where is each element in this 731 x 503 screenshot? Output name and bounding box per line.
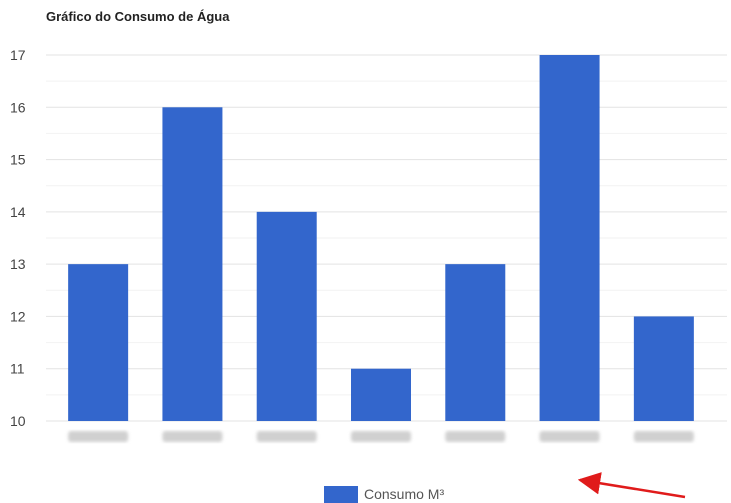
bar-3 bbox=[256, 211, 317, 421]
y-tick-label: 13 bbox=[10, 256, 26, 272]
y-tick-label: 10 bbox=[10, 413, 26, 429]
legend-swatch bbox=[324, 486, 358, 503]
y-tick-label: 14 bbox=[10, 204, 26, 220]
y-tick-label: 11 bbox=[10, 361, 25, 377]
y-tick-label: 17 bbox=[10, 47, 26, 63]
annotation-arrow bbox=[577, 472, 686, 499]
x-tick-label-blurred bbox=[68, 431, 129, 442]
x-tick-label-blurred bbox=[162, 431, 223, 442]
x-tick-label-blurred bbox=[256, 431, 317, 442]
x-tick-label-blurred bbox=[351, 431, 411, 442]
y-tick-label: 15 bbox=[10, 152, 26, 168]
bar-2 bbox=[162, 107, 223, 422]
bars bbox=[68, 55, 694, 422]
x-tick-label-blurred bbox=[633, 431, 694, 442]
legend-label: Consumo M³ bbox=[364, 486, 444, 502]
y-tick-label: 16 bbox=[10, 99, 26, 115]
y-axis-ticks: 10 11 12 13 14 15 16 17 bbox=[10, 47, 26, 429]
legend: Consumo M³ bbox=[324, 486, 444, 503]
bar-6 bbox=[539, 55, 600, 421]
chart-title: Gráfico do Consumo de Água bbox=[46, 9, 230, 24]
x-axis-ticks bbox=[68, 431, 694, 442]
bar-1 bbox=[68, 264, 129, 421]
bar-4 bbox=[351, 368, 411, 421]
y-tick-label: 12 bbox=[10, 308, 26, 324]
x-tick-label-blurred bbox=[539, 431, 600, 442]
bar-5 bbox=[445, 264, 506, 421]
gridlines bbox=[46, 54, 727, 422]
bar-7 bbox=[633, 316, 694, 421]
x-tick-label-blurred bbox=[445, 431, 506, 442]
